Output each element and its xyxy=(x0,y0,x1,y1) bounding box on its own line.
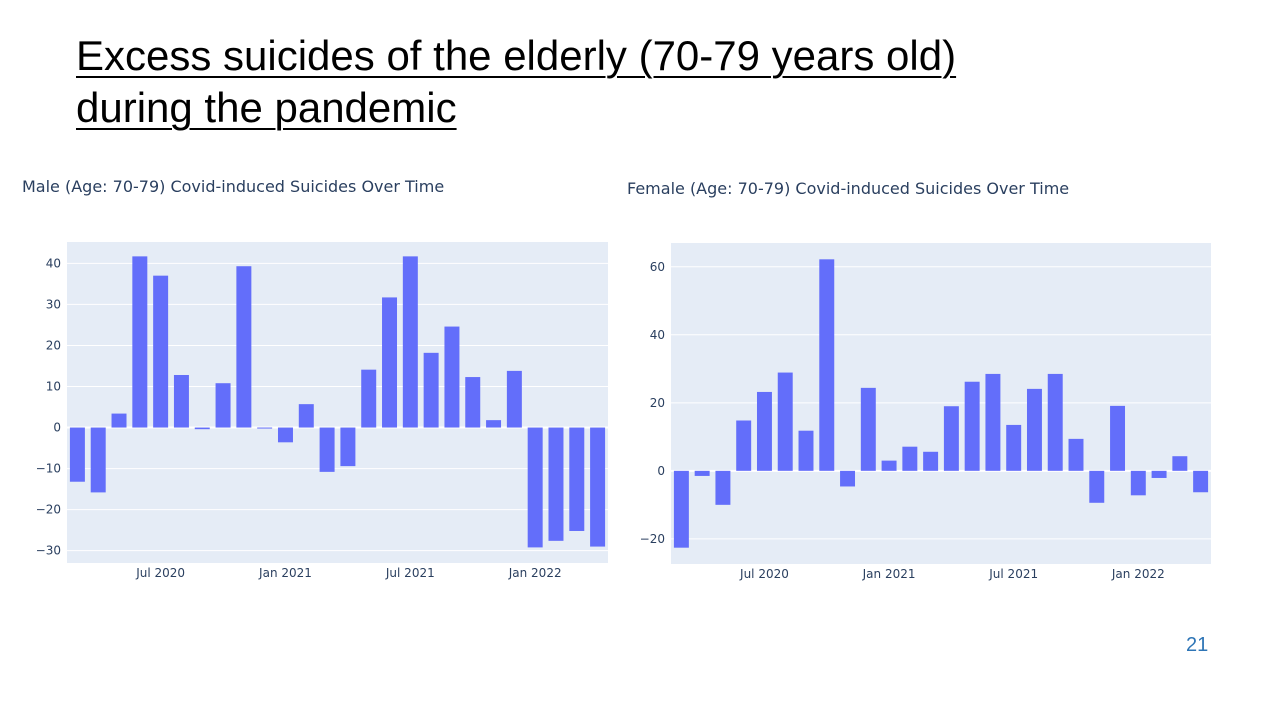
male-bar-2020-03 xyxy=(69,427,85,482)
male-bar-2022-02 xyxy=(548,427,564,541)
male-bar-2020-06 xyxy=(132,256,148,428)
slide-title: Excess suicides of the elderly (70-79 ye… xyxy=(76,30,956,134)
female-y-tick-label: 20 xyxy=(650,396,665,410)
female-bar-2021-12 xyxy=(1110,405,1126,471)
male-bar-2021-04 xyxy=(340,427,356,467)
male-bar-2020-05 xyxy=(111,413,127,428)
female-bar-2021-01 xyxy=(881,460,897,471)
female-bar-2020-09 xyxy=(798,430,814,471)
male-y-tick-label: 20 xyxy=(46,338,61,352)
female-bar-2022-01 xyxy=(1130,470,1146,496)
female-bar-2021-03 xyxy=(923,451,939,471)
male-y-tick-label: 10 xyxy=(46,379,61,393)
female-y-tick-label: 40 xyxy=(650,328,665,342)
male-chart-title: Male (Age: 70-79) Covid-induced Suicides… xyxy=(22,177,445,196)
female-bar-2021-05 xyxy=(964,381,980,471)
male-plot-background xyxy=(67,242,608,563)
male-bar-2021-05 xyxy=(361,369,377,428)
male-bar-2020-11 xyxy=(236,266,252,428)
female-x-tick-label: Jul 2020 xyxy=(739,567,789,581)
male-bar-2021-08 xyxy=(423,352,439,428)
male-bar-2020-07 xyxy=(153,275,169,428)
female-x-tick-label: Jan 2022 xyxy=(1111,567,1165,581)
male-bar-2020-09 xyxy=(194,427,210,430)
male-bar-2021-06 xyxy=(382,297,398,428)
male-x-tick-label: Jul 2021 xyxy=(385,566,435,580)
male-bar-2021-11 xyxy=(486,420,502,428)
male-bar-2022-03 xyxy=(569,427,585,531)
female-bar-2020-04 xyxy=(694,470,710,476)
female-bar-2021-06 xyxy=(985,373,1001,471)
female-y-tick-label: 0 xyxy=(657,464,665,478)
female-bar-2020-07 xyxy=(756,391,772,471)
slide-title-line-2: during the pandemic xyxy=(76,84,457,131)
male-bar-2021-02 xyxy=(298,404,314,428)
female-bar-2021-10 xyxy=(1068,438,1084,471)
male-bar-2021-09 xyxy=(444,326,460,428)
female-bar-2020-03 xyxy=(673,470,689,548)
male-bar-2020-10 xyxy=(215,383,231,428)
male-bar-2020-12 xyxy=(257,427,273,429)
male-bar-2021-01 xyxy=(277,427,293,443)
male-y-tick-label: −30 xyxy=(36,544,61,558)
male-bar-2022-01 xyxy=(527,427,543,548)
female-x-tick-label: Jul 2021 xyxy=(988,567,1038,581)
female-bar-2021-09 xyxy=(1047,373,1063,471)
female-bar-2021-08 xyxy=(1026,388,1042,471)
female-bar-2020-12 xyxy=(860,387,876,471)
female-suicides-chart: −20 0 20 40 60 Jul 2020 Jan 2021 Jul 2021 Jan 20… xyxy=(640,243,1211,581)
male-bar-2020-04 xyxy=(90,427,106,493)
male-x-tick-label: Jan 2022 xyxy=(508,566,562,580)
page-number: 21 xyxy=(1186,634,1209,656)
slide-title-line-1: Excess suicides of the elderly (70-79 ye… xyxy=(76,32,957,79)
male-bar-2021-07 xyxy=(402,256,418,428)
female-bar-2021-04 xyxy=(943,406,959,471)
male-bar-2021-03 xyxy=(319,427,335,472)
female-plot-background xyxy=(671,243,1211,564)
female-bar-2020-06 xyxy=(736,420,752,471)
female-y-tick-label: 60 xyxy=(650,260,665,274)
female-y-tick-label: −20 xyxy=(640,532,665,546)
female-bar-2022-03 xyxy=(1172,456,1188,471)
male-y-tick-label: −10 xyxy=(36,462,61,476)
female-x-tick-label: Jan 2021 xyxy=(862,567,916,581)
male-bar-2021-12 xyxy=(506,370,522,428)
female-bar-2020-10 xyxy=(819,259,835,471)
male-y-tick-label: 40 xyxy=(46,256,61,270)
male-suicides-chart: −30 −20 −10 0 10 20 30 40 Jul 2020 Jan 2021 Jul 20… xyxy=(36,242,608,580)
female-bar-2021-07 xyxy=(1006,424,1022,471)
female-bar-2020-11 xyxy=(840,470,856,487)
male-x-tick-label: Jul 2020 xyxy=(135,566,185,580)
female-chart-title: Female (Age: 70-79) Covid-induced Suicid… xyxy=(627,179,1070,198)
male-bar-2021-10 xyxy=(465,377,481,428)
male-y-tick-label: 0 xyxy=(53,421,61,435)
male-x-tick-label: Jan 2021 xyxy=(258,566,312,580)
male-bar-2022-04 xyxy=(590,427,606,547)
male-bar-2020-08 xyxy=(173,374,189,428)
female-bar-2022-02 xyxy=(1151,470,1167,478)
female-bar-2020-05 xyxy=(715,470,731,505)
female-bar-2020-08 xyxy=(777,372,793,471)
female-bar-2021-11 xyxy=(1089,470,1105,503)
female-bar-2021-02 xyxy=(902,446,918,471)
male-y-tick-label: −20 xyxy=(36,503,61,517)
female-bar-2022-04 xyxy=(1193,470,1209,493)
male-y-tick-label: 30 xyxy=(46,297,61,311)
